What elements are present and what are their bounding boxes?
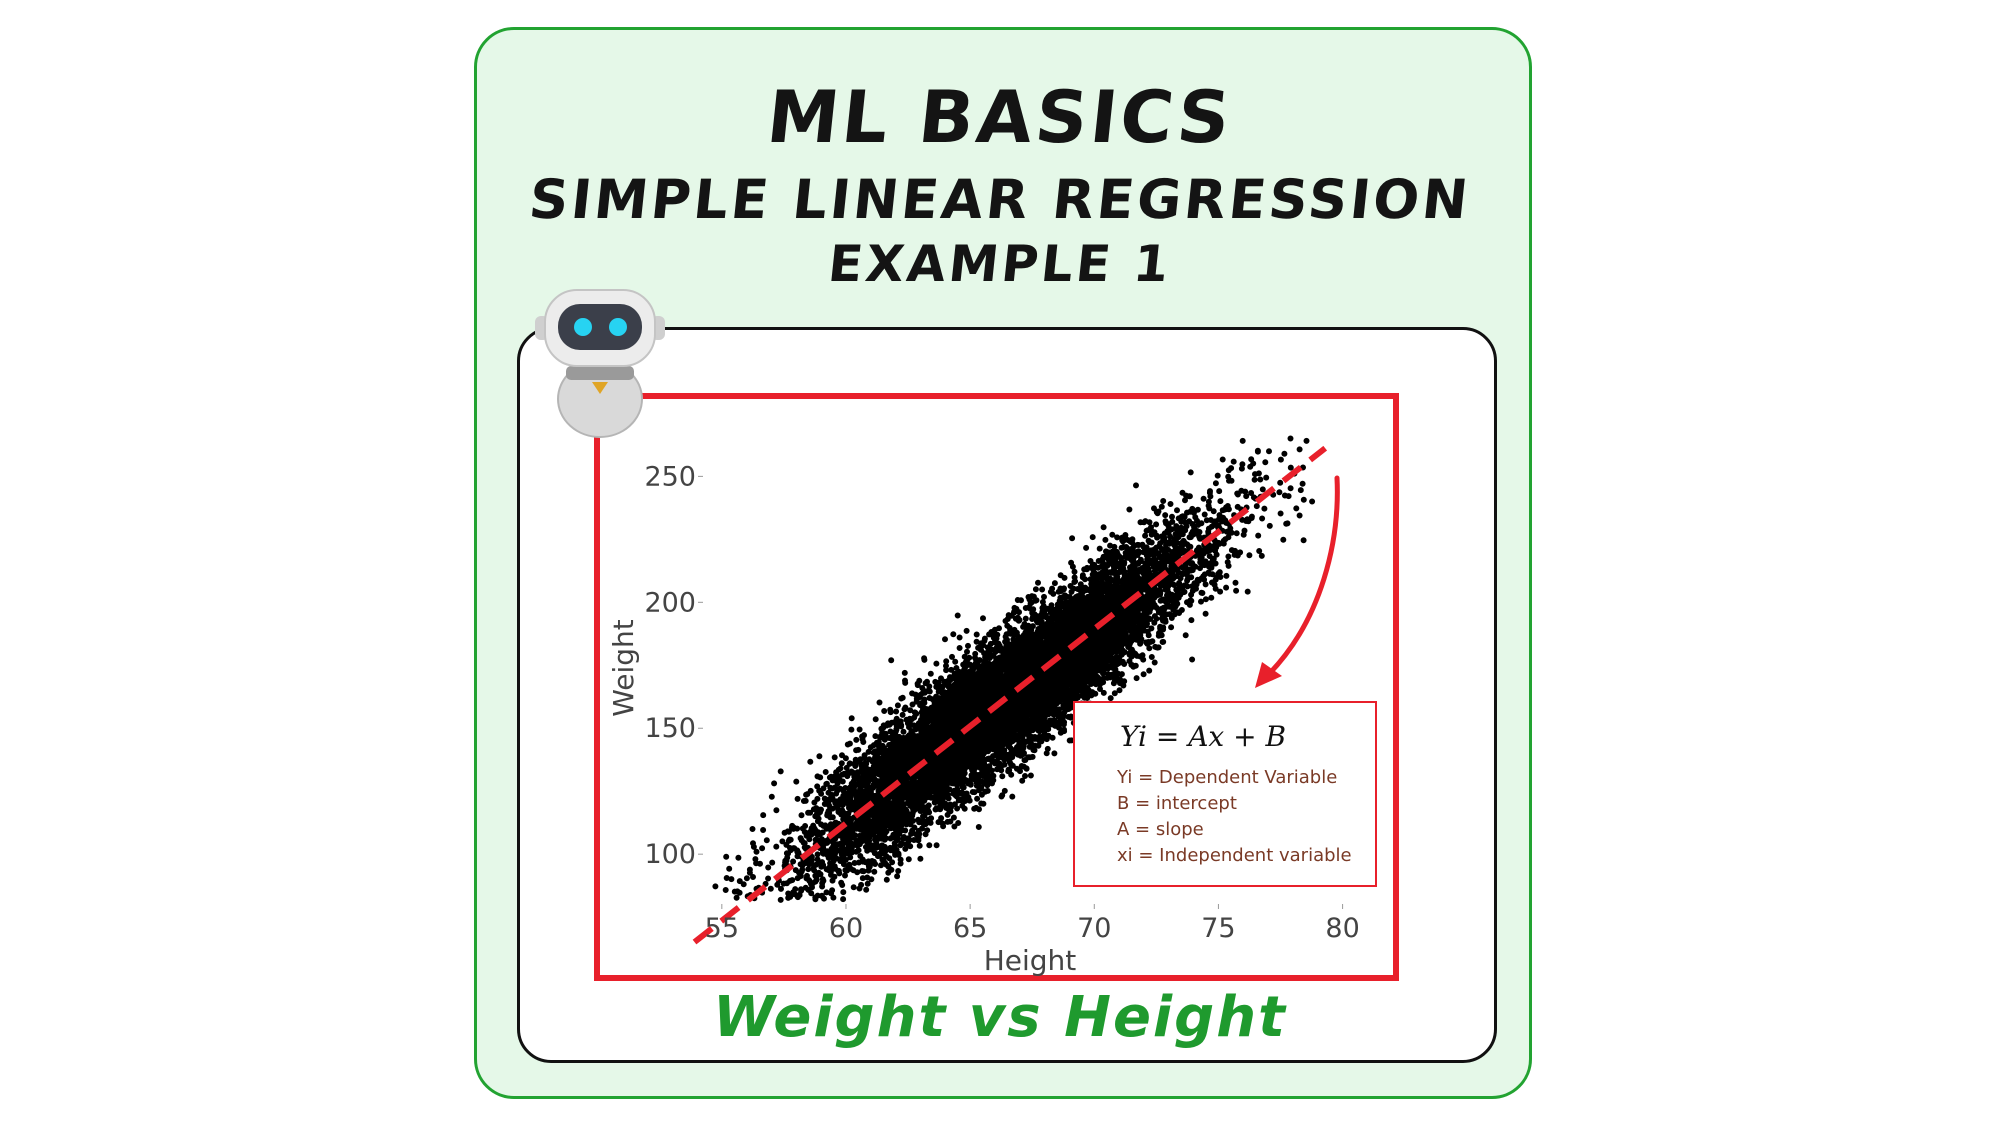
legend-line-4: xi = Independent variable bbox=[1117, 845, 1352, 866]
y-tick-label: 150 bbox=[644, 713, 696, 744]
legend-line-3: A = slope bbox=[1117, 819, 1204, 840]
equation-legend: Yi = Ax + B Yi = Dependent Variable B = … bbox=[1073, 701, 1377, 887]
data-point-cloud bbox=[712, 435, 1316, 903]
y-tick-label: 250 bbox=[644, 461, 696, 492]
data-points bbox=[712, 435, 1316, 903]
x-tick-label: 65 bbox=[953, 913, 987, 944]
legend-box bbox=[1073, 701, 1377, 887]
arrowhead-icon bbox=[1255, 662, 1282, 688]
x-tick-label: 70 bbox=[1077, 913, 1111, 944]
x-tick-label: 80 bbox=[1325, 913, 1359, 944]
legend-equation: Yi = Ax + B bbox=[1120, 720, 1286, 753]
legend-line-1: Yi = Dependent Variable bbox=[1116, 767, 1337, 788]
x-axis-label: Height bbox=[984, 944, 1077, 977]
x-tick-label: 60 bbox=[829, 913, 863, 944]
regression-fit-line bbox=[692, 445, 1328, 945]
curved-arrow-icon bbox=[1265, 475, 1340, 678]
legend-line-2: B = intercept bbox=[1117, 793, 1237, 814]
robot-icon bbox=[535, 289, 665, 438]
y-tick-label: 200 bbox=[644, 587, 696, 618]
axes: 55 60 65 70 75 80 100 150 200 250 bbox=[644, 461, 1359, 944]
chart-caption: Weight vs Height bbox=[713, 985, 1287, 1050]
y-tick-label: 100 bbox=[644, 839, 696, 870]
x-tick-label: 55 bbox=[705, 913, 739, 944]
x-tick-label: 75 bbox=[1201, 913, 1235, 944]
y-axis-label: Weight bbox=[607, 619, 640, 717]
fit-line-layer bbox=[692, 445, 1328, 945]
